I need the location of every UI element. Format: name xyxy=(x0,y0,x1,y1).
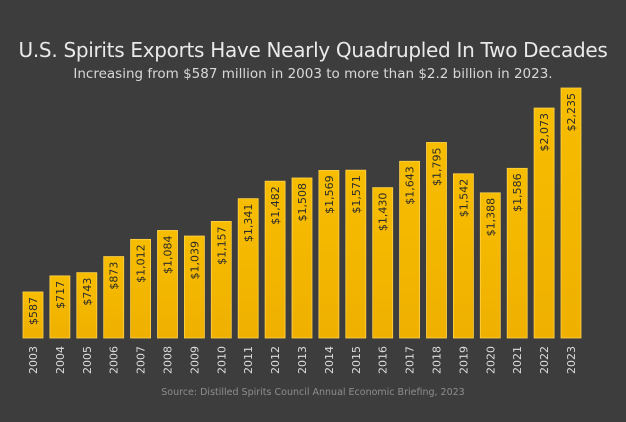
bar-2015 xyxy=(345,169,367,339)
data-label-2007: $1,012 xyxy=(135,244,148,283)
data-label-2022: $2,073 xyxy=(538,113,551,151)
bar-2007 xyxy=(130,238,152,339)
bar-2018 xyxy=(426,142,447,339)
data-label-2023: $2,235 xyxy=(565,93,578,132)
data-label-2014: $1,569 xyxy=(323,175,336,214)
bar-2021 xyxy=(506,167,528,339)
bar-2006 xyxy=(103,256,125,339)
bar-2005 xyxy=(76,272,98,339)
data-label-2018: $1,795 xyxy=(431,147,444,186)
x-tick-2014: 2014 xyxy=(323,346,336,374)
x-tick-2010: 2010 xyxy=(215,346,228,374)
x-tick-2003: 2003 xyxy=(27,346,40,374)
x-tick-2018: 2018 xyxy=(431,346,444,374)
x-tick-2015: 2015 xyxy=(350,346,363,374)
data-label-2012: $1,482 xyxy=(269,186,282,225)
x-tick-2020: 2020 xyxy=(484,346,497,374)
data-label-2003: $587 xyxy=(27,297,40,325)
data-label-2021: $1,586 xyxy=(511,173,524,212)
data-label-2005: $743 xyxy=(81,278,94,306)
data-label-2004: $717 xyxy=(54,281,67,309)
chart-title: U.S. Spirits Exports Have Nearly Quadrup… xyxy=(18,38,608,62)
x-tick-2016: 2016 xyxy=(377,346,390,374)
x-tick-2019: 2019 xyxy=(457,346,470,374)
bar-2013 xyxy=(291,177,313,339)
bar-2022 xyxy=(533,107,555,339)
x-tick-2007: 2007 xyxy=(135,346,148,374)
bar-2014 xyxy=(318,170,340,339)
data-label-2009: $1,039 xyxy=(188,241,201,280)
x-tick-2009: 2009 xyxy=(188,346,201,374)
data-label-2013: $1,508 xyxy=(296,183,309,222)
bar-2010 xyxy=(210,221,232,339)
x-tick-2008: 2008 xyxy=(162,346,175,374)
x-tick-2011: 2011 xyxy=(242,346,255,374)
data-label-2006: $873 xyxy=(108,262,121,290)
data-label-2008: $1,084 xyxy=(162,235,175,274)
chart-source: Source: Distilled Spirits Council Annual… xyxy=(161,387,465,398)
chart-subtitle: Increasing from $587 million in 2003 to … xyxy=(73,66,553,82)
bar-2011 xyxy=(237,198,259,339)
x-tick-2004: 2004 xyxy=(54,346,67,374)
data-label-2016: $1,430 xyxy=(377,193,390,232)
data-label-2010: $1,157 xyxy=(215,226,228,264)
x-tick-2017: 2017 xyxy=(404,346,417,374)
data-label-2015: $1,571 xyxy=(350,175,363,214)
bar-2016 xyxy=(372,187,394,339)
bar-2019 xyxy=(452,173,474,339)
bar-2008 xyxy=(157,230,178,339)
data-label-2020: $1,388 xyxy=(484,198,497,237)
bar-2023 xyxy=(560,87,582,339)
x-tick-2005: 2005 xyxy=(81,346,94,374)
bar-2012 xyxy=(264,180,286,339)
x-tick-2013: 2013 xyxy=(296,346,309,374)
bar-2009 xyxy=(183,235,205,339)
bar-2003 xyxy=(22,291,44,339)
data-label-2011: $1,341 xyxy=(242,204,255,243)
x-tick-2021: 2021 xyxy=(511,346,524,374)
data-label-2017: $1,643 xyxy=(404,166,417,205)
data-label-2019: $1,542 xyxy=(457,179,470,218)
x-tick-2023: 2023 xyxy=(565,346,578,374)
x-tick-2006: 2006 xyxy=(108,346,121,374)
x-tick-2012: 2012 xyxy=(269,346,282,374)
x-tick-2022: 2022 xyxy=(538,346,551,374)
bar-2020 xyxy=(479,192,501,339)
bar-2004 xyxy=(49,275,71,339)
bar-2017 xyxy=(399,160,421,339)
